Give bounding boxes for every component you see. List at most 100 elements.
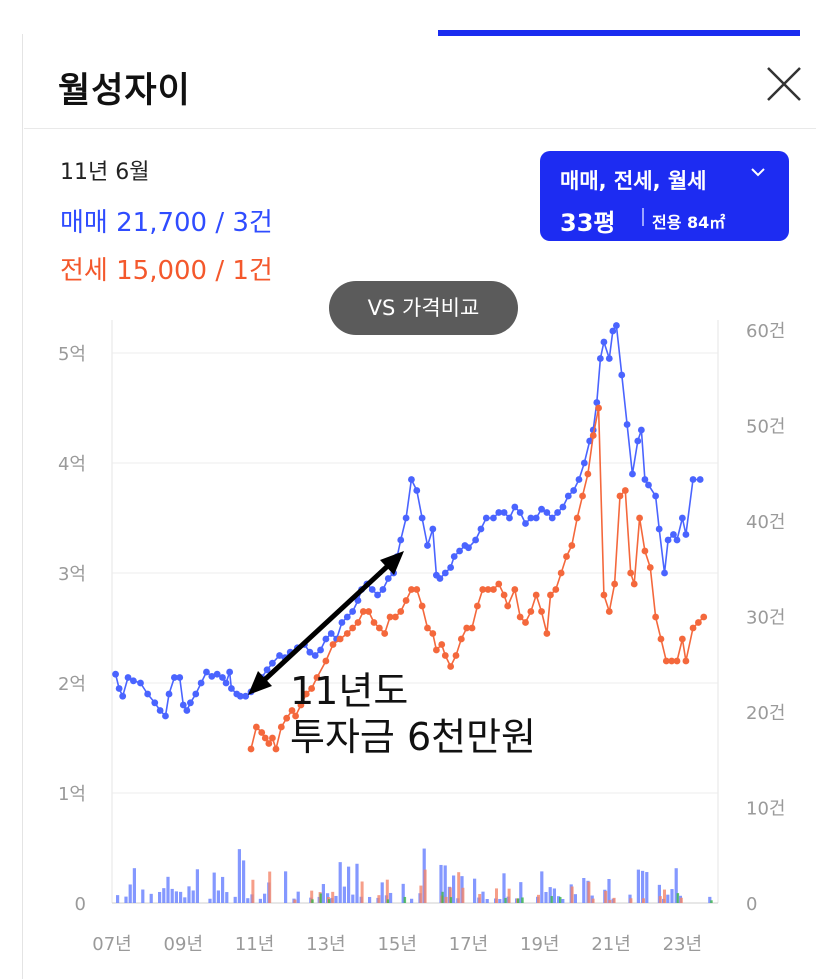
- annotation-arrow: [258, 560, 394, 686]
- data-point: [652, 492, 660, 500]
- y-tick-label: 4억: [58, 454, 86, 475]
- top-accent-bar: [438, 30, 800, 36]
- data-point: [297, 701, 305, 709]
- data-point: [568, 542, 576, 549]
- y2-tick-label: 20건: [746, 703, 785, 724]
- volume-bar: [478, 894, 482, 903]
- data-point: [490, 514, 497, 522]
- data-point: [646, 564, 654, 571]
- data-point: [374, 591, 381, 599]
- volume-bar: [561, 898, 565, 903]
- data-point: [473, 602, 481, 610]
- data-point: [436, 575, 444, 582]
- volume-bar: [663, 889, 666, 903]
- data-point: [272, 745, 280, 753]
- data-point: [391, 613, 399, 621]
- data-point: [664, 536, 672, 544]
- data-point: [511, 503, 519, 511]
- data-point: [438, 641, 446, 648]
- volume-bar: [410, 898, 414, 903]
- data-point: [527, 514, 535, 522]
- data-point: [595, 404, 602, 412]
- volume-bar: [380, 882, 384, 903]
- data-point: [129, 677, 137, 685]
- data-point: [621, 487, 629, 494]
- data-point: [379, 586, 387, 593]
- volume-bar: [607, 878, 611, 903]
- data-point: [226, 668, 234, 676]
- data-point: [641, 476, 649, 483]
- data-point: [349, 608, 357, 615]
- volume-bar: [170, 888, 174, 903]
- volume-bar: [674, 868, 678, 903]
- x-tick-label: 07년: [92, 934, 131, 955]
- volume-bar: [559, 897, 562, 903]
- data-point: [258, 729, 266, 736]
- volume-bar: [338, 862, 342, 903]
- annotation: 11년도 투자금 6천만원: [290, 668, 536, 760]
- data-point: [368, 586, 376, 593]
- data-point: [506, 514, 513, 522]
- volume-bar: [328, 899, 331, 903]
- data-point: [694, 619, 702, 626]
- data-point: [408, 476, 415, 483]
- volume-bar: [311, 899, 314, 903]
- data-point: [228, 685, 235, 692]
- volume-bar: [208, 898, 212, 903]
- price-compare-button[interactable]: VS 가격비교: [329, 281, 518, 335]
- data-point: [322, 635, 330, 643]
- data-point: [634, 437, 642, 445]
- volume-bar: [448, 887, 452, 903]
- x-tick-label: 23년: [663, 934, 702, 955]
- volume-bar: [452, 875, 456, 903]
- data-point: [670, 531, 677, 538]
- data-point: [119, 692, 127, 700]
- volume-bar: [544, 891, 548, 903]
- data-point: [495, 509, 503, 516]
- volume-bar: [258, 898, 262, 903]
- volume-bar: [116, 895, 120, 903]
- header-divider: [24, 128, 816, 129]
- data-point: [579, 492, 586, 500]
- volume-bar: [368, 896, 372, 903]
- data-point: [586, 437, 594, 445]
- volume-bar: [351, 894, 355, 903]
- volume-bar: [658, 896, 662, 903]
- volume-bar: [495, 888, 498, 903]
- data-point: [479, 586, 487, 593]
- data-point: [183, 707, 191, 714]
- volume-bar: [212, 872, 216, 903]
- data-point: [450, 553, 458, 560]
- data-point: [482, 514, 490, 522]
- volume-bar: [582, 878, 586, 903]
- close-icon[interactable]: [760, 60, 808, 108]
- data-point: [630, 580, 638, 588]
- data-point: [308, 685, 316, 692]
- volume-bar: [573, 894, 577, 903]
- data-point: [292, 712, 299, 720]
- data-point: [222, 679, 230, 687]
- data-point: [516, 613, 524, 621]
- volume-bar: [233, 896, 237, 903]
- volume-bar: [485, 898, 489, 903]
- volume-bar: [666, 894, 670, 903]
- jeonse-summary: 전세 15,000 / 1건: [60, 256, 273, 286]
- data-point: [678, 514, 686, 522]
- volume-bar: [347, 866, 351, 903]
- volume-bar: [461, 887, 465, 903]
- x-tick-label: 13년: [306, 934, 345, 955]
- data-point: [441, 569, 449, 577]
- volume-bar: [540, 871, 544, 903]
- data-point: [662, 657, 670, 665]
- annotation-line2: 투자금 6천만원: [290, 715, 537, 759]
- volume-bar: [132, 868, 136, 903]
- data-point: [359, 608, 367, 615]
- trade-filter-button[interactable]: 매매, 전세, 월세 33평 전용 84㎡: [540, 151, 789, 241]
- data-point: [447, 663, 455, 670]
- volume-bar: [377, 895, 381, 903]
- volume-bar: [158, 891, 162, 903]
- volume-bar: [419, 885, 423, 903]
- x-tick-label: 09년: [164, 934, 203, 955]
- data-point: [570, 487, 578, 494]
